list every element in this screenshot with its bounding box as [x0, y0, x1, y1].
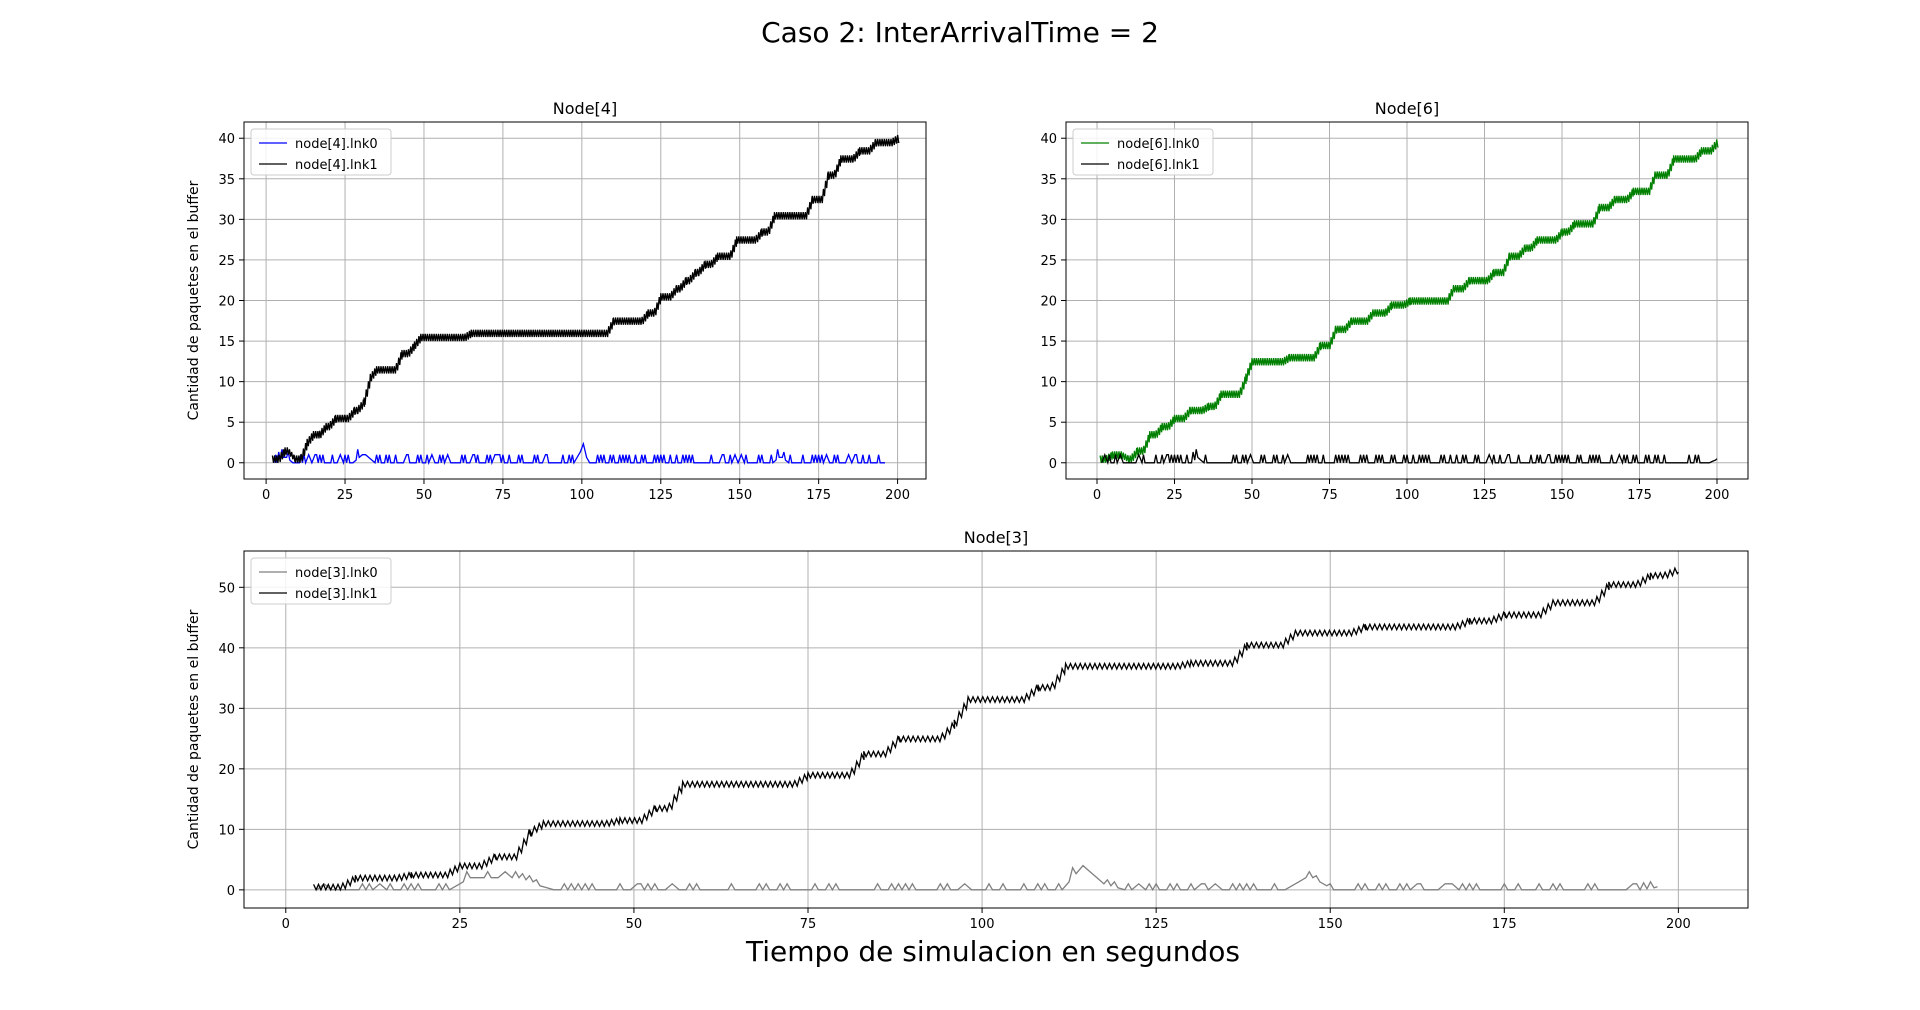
y-tick-label: 40 [218, 132, 235, 147]
legend-label: node[6].lnk1 [1117, 158, 1200, 173]
chart-title: Node[6] [1375, 99, 1439, 118]
axes-frame [1065, 121, 1749, 480]
x-tick-label: 25 [1166, 488, 1183, 503]
x-tick-label: 150 [1550, 488, 1575, 503]
legend-label: node[3].lnk1 [295, 587, 378, 602]
y-tick-label: 50 [218, 581, 235, 596]
axes-frame [243, 550, 1749, 909]
legend-label: node[4].lnk1 [295, 158, 378, 173]
axes-frame [243, 121, 927, 480]
x-tick-label: 200 [1666, 917, 1691, 932]
x-tick-label: 150 [1318, 917, 1343, 932]
x-tick-label: 0 [1093, 488, 1101, 503]
x-tick-label: 0 [262, 488, 270, 503]
series-line-node[4].lnk0 [273, 441, 885, 466]
series-line-node[6].lnk0 [1099, 139, 1719, 463]
y-tick-label: 25 [218, 254, 235, 269]
series-line-node[3].lnk0 [316, 864, 1658, 892]
legend-label: node[3].lnk0 [295, 566, 378, 581]
y-tick-label: 0 [227, 457, 235, 472]
x-tick-label: 175 [1627, 488, 1652, 503]
y-tick-label: 30 [218, 702, 235, 717]
x-tick-label: 75 [1321, 488, 1338, 503]
y-tick-label: 10 [218, 823, 235, 838]
y-tick-label: 20 [218, 295, 235, 310]
y-tick-label: 5 [1049, 416, 1057, 431]
x-tick-label: 50 [1244, 488, 1261, 503]
chart-2: Node[3] 0 25 50 75 100 125 150 175 200 0 10 20 30 40 50… [186, 528, 1749, 932]
x-tick-label: 125 [1472, 488, 1497, 503]
x-tick-label: 75 [495, 488, 512, 503]
x-tick-label: 200 [885, 488, 910, 503]
y-tick-label: 15 [1040, 335, 1057, 350]
x-tick-label: 150 [727, 488, 752, 503]
y-tick-label: 35 [218, 173, 235, 188]
y-tick-label: 20 [1040, 295, 1057, 310]
y-tick-label: 10 [218, 376, 235, 391]
x-tick-label: 175 [806, 488, 831, 503]
x-tick-label: 25 [337, 488, 354, 503]
x-tick-label: 50 [416, 488, 433, 503]
y-tick-label: 35 [1040, 173, 1057, 188]
y-tick-label: 5 [227, 416, 235, 431]
x-tick-label: 200 [1705, 488, 1730, 503]
chart-0: Node[4] 0 25 50 75 100 125 150 175 200 0 5 10 15 20 25 3… [186, 99, 927, 503]
plots: Node[4]0 25 50 75 100 125 150 175 20005101520253… [186, 99, 1749, 932]
y-tick-label: 20 [218, 763, 235, 778]
series-line-node[4].lnk1 [271, 134, 900, 463]
x-tick-label: 175 [1492, 917, 1517, 932]
y-tick-label: 10 [1040, 376, 1057, 391]
legend-label: node[6].lnk0 [1117, 137, 1200, 152]
y-tick-label: 15 [218, 335, 235, 350]
chart-title: Node[3] [964, 528, 1028, 547]
y-tick-label: 30 [1040, 213, 1057, 228]
x-tick-label: 100 [970, 917, 995, 932]
y-tick-label: 40 [218, 642, 235, 657]
figure-xlabel: Tiempo de simulacion en segundos [745, 935, 1240, 968]
series-line-node[3].lnk1 [313, 566, 1679, 892]
x-tick-label: 75 [800, 917, 817, 932]
x-tick-label: 125 [1144, 917, 1169, 932]
figure-suptitle: Caso 2: InterArrivalTime = 2 [761, 16, 1159, 49]
y-tick-label: 0 [1049, 457, 1057, 472]
x-tick-label: 125 [648, 488, 673, 503]
legend-label: node[4].lnk0 [295, 137, 378, 152]
series-line-node[6].lnk1 [1101, 449, 1718, 466]
y-tick-label: 40 [1040, 132, 1057, 147]
x-tick-label: 100 [569, 488, 594, 503]
y-axis-label: Cantidad de paquetes en el buffer [186, 180, 202, 420]
y-tick-label: 0 [227, 884, 235, 899]
y-axis-label: Cantidad de paquetes en el buffer [186, 609, 202, 849]
x-tick-label: 0 [282, 917, 290, 932]
chart-title: Node[4] [553, 99, 617, 118]
x-tick-label: 50 [626, 917, 643, 932]
y-tick-label: 25 [1040, 254, 1057, 269]
y-tick-label: 30 [218, 213, 235, 228]
chart-1: Node[6] 0 25 50 75 100 125 150 175 200 0 5 10 15 20 25 3… [1040, 99, 1749, 503]
x-tick-label: 25 [452, 917, 469, 932]
x-tick-label: 100 [1395, 488, 1420, 503]
